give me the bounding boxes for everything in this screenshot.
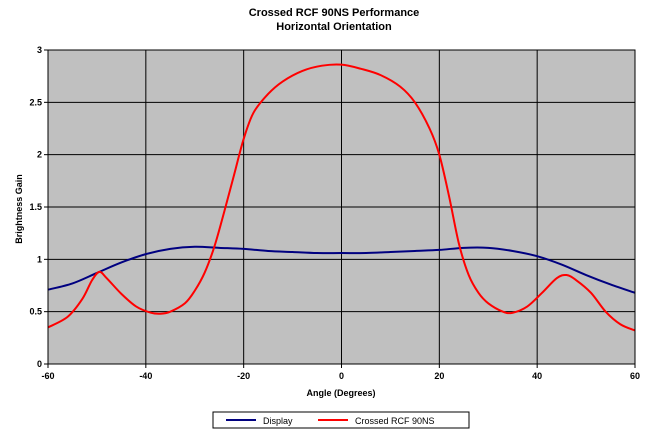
x-tick-label: 60 [630, 371, 640, 381]
x-tick-label: -40 [139, 371, 152, 381]
y-tick-label: 2 [37, 150, 42, 160]
y-tick-label: 2.5 [29, 97, 42, 107]
legend-label-display: Display [263, 416, 293, 426]
x-axis-label: Angle (Degrees) [306, 388, 375, 398]
chart-subtitle: Horizontal Orientation [276, 21, 392, 33]
legend: Display Crossed RCF 90NS [213, 412, 469, 428]
x-tick-label: 40 [532, 371, 542, 381]
chart-title: Crossed RCF 90NS Performance [249, 7, 420, 19]
y-axis-label: Brightness Gain [14, 174, 24, 244]
y-tick-label: 3 [37, 45, 42, 55]
legend-label-crossed-rcf: Crossed RCF 90NS [355, 416, 435, 426]
y-tick-label: 0.5 [29, 307, 42, 317]
x-tick-label: -20 [237, 371, 250, 381]
x-tick-label: 0 [339, 371, 344, 381]
y-tick-label: 0 [37, 359, 42, 369]
y-tick-label: 1.5 [29, 202, 42, 212]
y-tick-label: 1 [37, 254, 42, 264]
x-tick-label: 20 [434, 371, 444, 381]
x-tick-label: -60 [41, 371, 54, 381]
